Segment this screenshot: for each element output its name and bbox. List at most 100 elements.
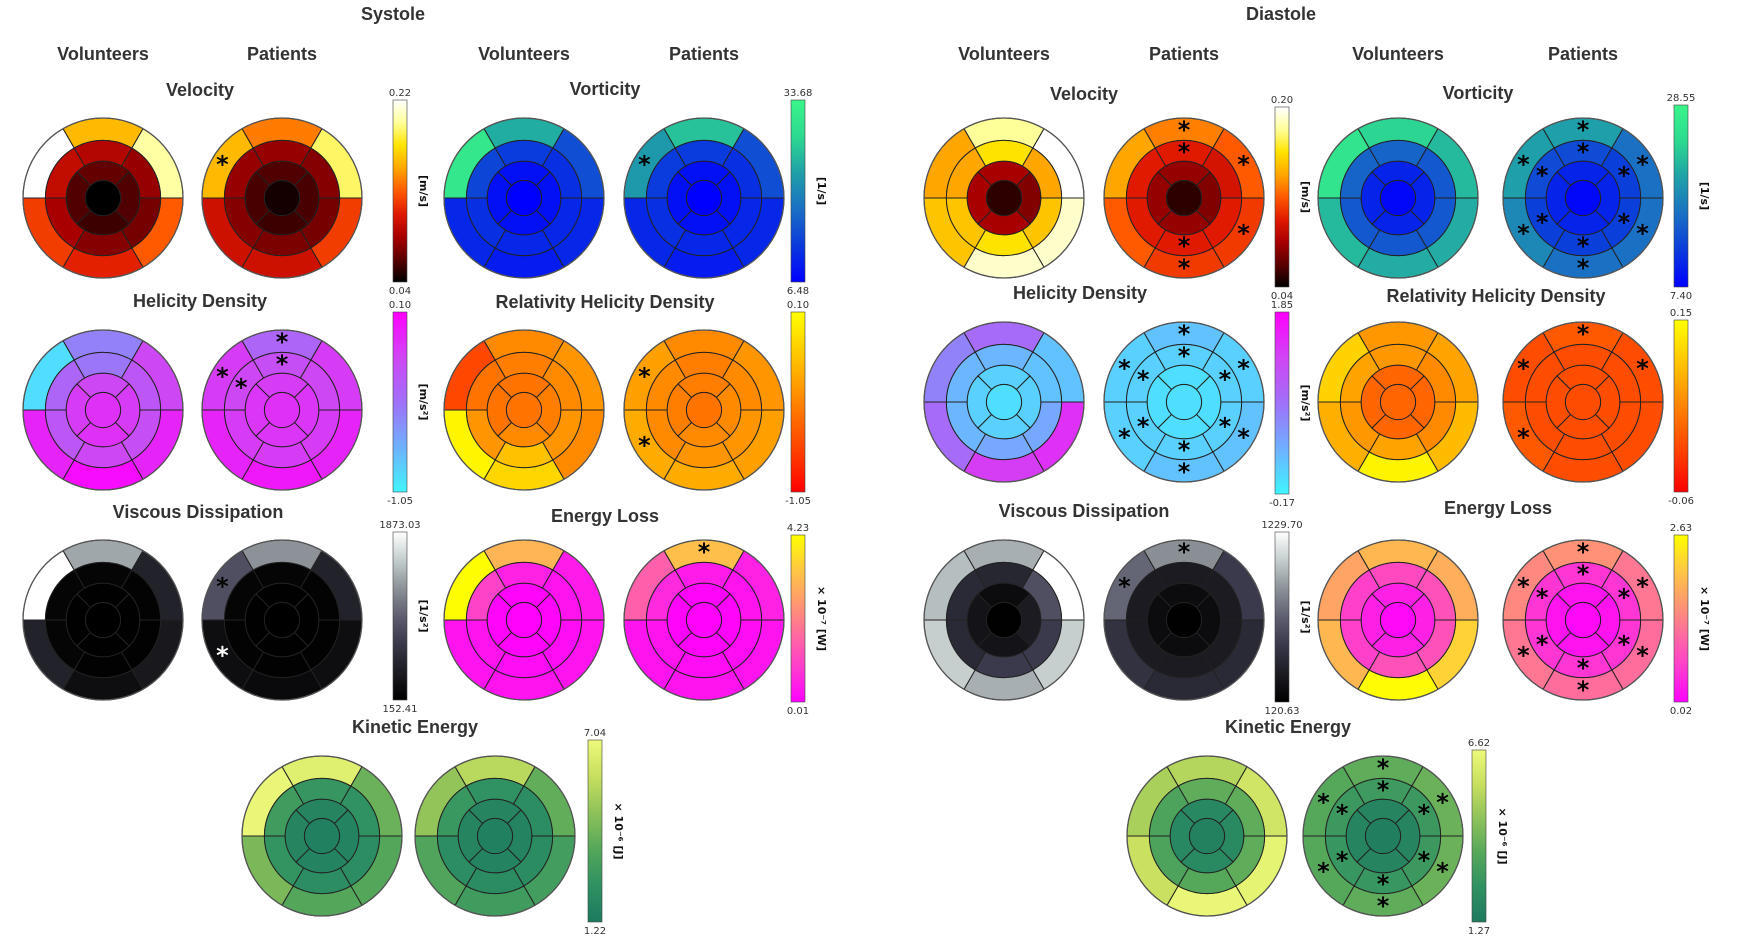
dia-relhel-panel: Relativity Helicity Density * * * * 0.15 -0.06 (1317, 286, 1694, 507)
dia-helicity-colorbar (1274, 311, 1290, 495)
dia-vorticity-patients-significance-star-4: * (1577, 254, 1590, 282)
dia-vorticity-patients-significance-star-6: * (1517, 151, 1530, 179)
dia-energyloss-colorbar (1673, 534, 1689, 703)
sys-viscous-title: Viscous Dissipation (113, 502, 284, 522)
dia-vorticity-panel: Vorticity****** ******28.557.40[1/s] (1317, 83, 1711, 302)
sys-vorticity-colorbar (790, 99, 806, 283)
systole-volunteers-label-1: Volunteers (57, 44, 149, 64)
dia-helicity-patients-segment-17 (1165, 383, 1203, 421)
dia-energyloss-volunteers-outline (1317, 539, 1479, 701)
dia-vorticity-patients-significance-star-1: * (1577, 116, 1590, 144)
dia-kinetic-patients-significance-star-1: * (1377, 754, 1390, 782)
sys-relhel-volunteers-segment-17 (505, 391, 543, 429)
sys-kinetic-colorbar (587, 739, 603, 923)
sys-helicity-patients-significance-star-1: * (276, 328, 289, 356)
dia-energyloss-patients-significance-star-12: * (1536, 583, 1549, 611)
sys-energyloss-panel: Energy Loss * 4.23 0.01 × 10⁻⁷ [W] (443, 506, 828, 717)
dia-velocity-panel: Velocity******0.200.04[m/s] (923, 84, 1312, 302)
sys-kinetic-patients-outline (414, 755, 576, 917)
dia-helicity-patients-significance-star-8: * (1219, 365, 1232, 393)
sys-viscous-colorbar-min-label: 152.41 (383, 704, 418, 715)
systole-patients-label-2: Patients (669, 44, 739, 64)
dia-helicity-patients-significance-star-2: * (1237, 355, 1250, 383)
dia-kinetic-patients-significance-star-11: * (1336, 847, 1349, 875)
sys-relhel-patients-segment-17 (685, 391, 723, 429)
dia-helicity-patients-significance-star-12: * (1137, 365, 1150, 393)
sys-vorticity-title: Vorticity (570, 79, 641, 99)
dia-kinetic-colorbar-min-label: 1.27 (1468, 926, 1490, 937)
sys-vorticity-colorbar-max-label: 33.68 (784, 88, 813, 99)
dia-relhel-patients-segment-17 (1564, 383, 1602, 421)
sys-helicity-patients-significance-star-12: * (235, 373, 248, 401)
sys-energyloss-patients-outline (623, 539, 785, 701)
dia-vorticity-patients-outline (1502, 117, 1664, 279)
systole-volunteers-label-2: Volunteers (478, 44, 570, 64)
dia-kinetic-colorbar (1471, 749, 1487, 923)
sys-relhel-title: Relativity Helicity Density (495, 292, 714, 312)
sys-energyloss-patients-segment-17 (685, 601, 723, 639)
sys-helicity-patients-outline (201, 329, 363, 491)
dia-helicity-colorbar-max-label: 1.85 (1271, 300, 1293, 311)
sys-viscous-panel: Viscous Dissipation * * 1873.03 152.41 [1/s²] (22, 502, 430, 715)
dia-kinetic-colorbar-unit: × 10⁻⁶ [J] (1496, 808, 1509, 865)
sys-helicity-colorbar-min-label: -1.05 (387, 496, 413, 507)
sys-vorticity-colorbar-unit: [1/s] (815, 177, 828, 205)
sys-viscous-patients-significance-star-6: * (216, 573, 229, 601)
dia-viscous-colorbar-max-label: 1229.70 (1261, 520, 1302, 531)
sys-energyloss-volunteers-segment-17 (505, 601, 543, 639)
sys-energyloss-volunteers-outline (443, 539, 605, 701)
dia-energyloss-patients-significance-star-6: * (1517, 573, 1530, 601)
dia-helicity-colorbar-unit: [m/s²] (1299, 385, 1312, 422)
dia-kinetic-title: Kinetic Energy (1225, 717, 1351, 737)
dia-energyloss-patients-significance-star-3: * (1636, 641, 1649, 669)
sys-kinetic-panel: Kinetic Energy 7.04 1.22 × 10⁻⁶ [J] (241, 717, 625, 937)
dia-kinetic-volunteers-outline (1126, 755, 1288, 917)
dia-velocity-title: Velocity (1050, 84, 1118, 104)
sys-relhel-colorbar-max-label: 0.10 (787, 300, 809, 311)
dia-viscous-colorbar-min-label: 120.63 (1265, 706, 1300, 717)
sys-energyloss-colorbar-unit: × 10⁻⁷ [W] (815, 586, 828, 651)
sys-vorticity-volunteers-segment-17 (505, 179, 543, 217)
dia-kinetic-patients-significance-star-6: * (1317, 789, 1330, 817)
dia-kinetic-patients-significance-star-2: * (1436, 789, 1449, 817)
sys-viscous-colorbar (392, 531, 408, 701)
sys-vorticity-volunteers-outline (443, 117, 605, 279)
dia-kinetic-patients-significance-star-9: * (1418, 847, 1431, 875)
dia-energyloss-panel: Energy Loss****** ******2.630.02× 10⁻⁷ [W… (1317, 498, 1711, 717)
sys-energyloss-patients-significance-star-1: * (698, 538, 711, 566)
sys-viscous-colorbar-max-label: 1873.03 (379, 520, 420, 531)
sys-helicity-colorbar-unit: [m/s²] (417, 384, 430, 421)
dia-energyloss-title: Energy Loss (1444, 498, 1552, 518)
dia-energyloss-patients-significance-star-10: * (1577, 654, 1590, 682)
sys-helicity-colorbar (392, 311, 408, 493)
dia-helicity-patients-significance-star-1: * (1178, 320, 1191, 348)
sys-relhel-colorbar (790, 311, 806, 493)
sys-relhel-colorbar-min-label: -1.05 (785, 496, 811, 507)
sys-energyloss-colorbar (790, 534, 806, 703)
dia-viscous-patients-outline (1103, 539, 1265, 701)
dia-helicity-patients-significance-star-4: * (1178, 458, 1191, 486)
dia-velocity-patients-significance-star-2: * (1237, 151, 1250, 179)
dia-velocity-colorbar-unit: [m/s] (1299, 181, 1312, 213)
dia-helicity-volunteers-segment-17 (985, 383, 1023, 421)
sys-velocity-panel: Velocity * 0.22 0.04 [m/s] (22, 80, 430, 297)
dia-helicity-patients-significance-star-10: * (1178, 436, 1191, 464)
dia-energyloss-patients-significance-star-8: * (1618, 583, 1631, 611)
sys-velocity-volunteers-outline (22, 117, 184, 279)
dia-energyloss-colorbar-max-label: 2.63 (1670, 523, 1692, 534)
dia-kinetic-patients-significance-star-5: * (1317, 857, 1330, 885)
dia-vorticity-patients-significance-star-2: * (1636, 151, 1649, 179)
sys-relhel-patients-outline (623, 329, 785, 491)
dia-viscous-title: Viscous Dissipation (999, 501, 1170, 521)
dia-velocity-volunteers-segment-17 (985, 179, 1023, 217)
dia-helicity-patients-significance-star-9: * (1219, 413, 1232, 441)
dia-velocity-patients-significance-star-7: * (1178, 138, 1191, 166)
dia-vorticity-colorbar-max-label: 28.55 (1667, 93, 1696, 104)
dia-vorticity-title: Vorticity (1443, 83, 1514, 103)
dia-kinetic-volunteers-segment-17 (1188, 817, 1226, 855)
dia-relhel-volunteers-segment-17 (1379, 383, 1417, 421)
dia-energyloss-patients-significance-star-9: * (1618, 631, 1631, 659)
diastole-header: Diastole (1246, 4, 1316, 24)
dia-kinetic-patients-significance-star-8: * (1418, 799, 1431, 827)
sys-relhel-panel: Relativity Helicity Density * * 0.10 -1.05 (443, 292, 811, 507)
